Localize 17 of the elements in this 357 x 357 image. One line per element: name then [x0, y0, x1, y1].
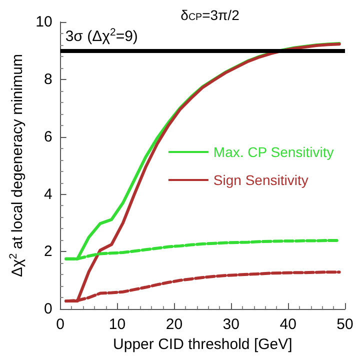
x-axis-title: Upper CID threshold [GeV]: [113, 336, 292, 353]
x-tick-label: 30: [222, 316, 240, 334]
y-tick-label: 8: [44, 70, 52, 88]
legend-label: Max. CP Sensitivity: [213, 144, 334, 160]
y-tick-label: 2: [44, 243, 52, 260]
x-tick-label: 10: [108, 316, 126, 334]
y-axis-title: Δχ2 at local degeneracy minimum: [8, 54, 26, 278]
y-tick-label: 6: [44, 128, 52, 146]
x-tick-label: 40: [280, 316, 296, 334]
x-tick-label: 0: [56, 316, 65, 334]
legend-label: Sign Sensitivity: [213, 172, 308, 188]
y-tick-label: 4: [44, 186, 52, 203]
x-tick-label: 20: [166, 316, 183, 334]
y-tick-label: 0: [44, 300, 52, 318]
x-tick-label: 50: [336, 316, 354, 334]
y-tick-label: 10: [36, 14, 52, 30]
chart-title: δCP=3π/2: [180, 6, 240, 24]
